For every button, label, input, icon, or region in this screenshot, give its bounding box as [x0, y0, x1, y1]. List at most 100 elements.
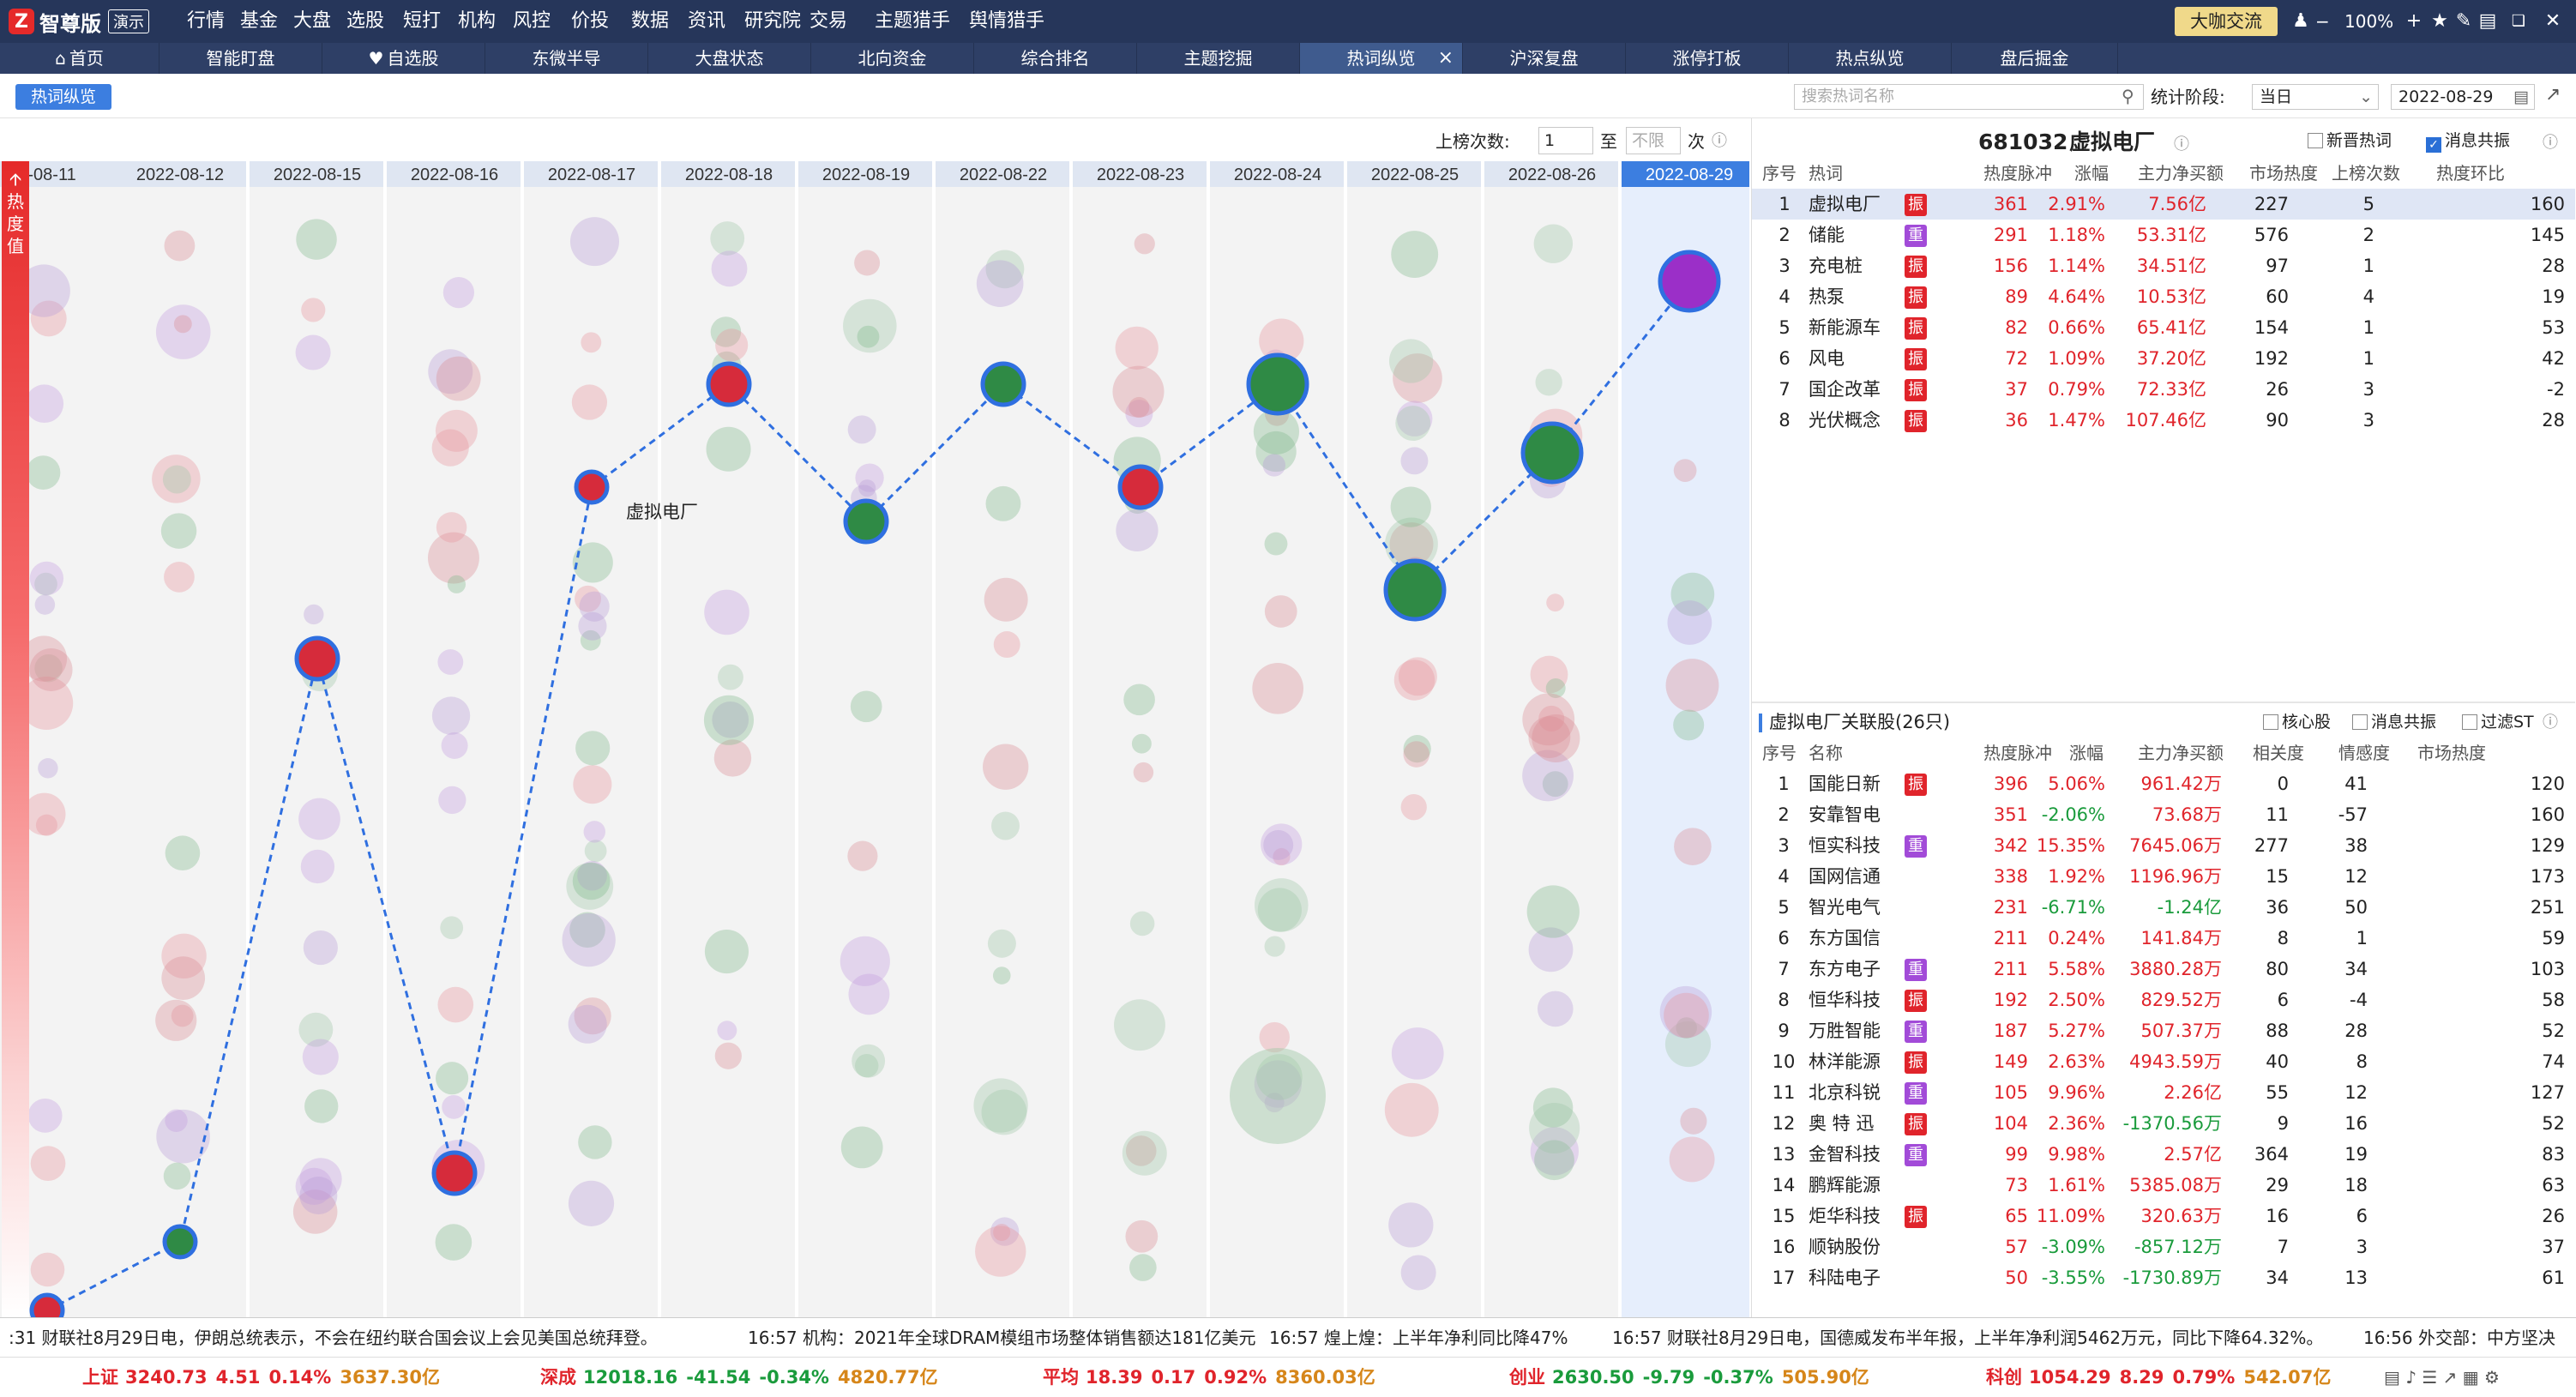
hotword-bubble[interactable] [292, 1189, 338, 1234]
hotword-bubble[interactable] [1264, 1093, 1285, 1113]
hotword-bubble[interactable] [981, 1089, 1027, 1135]
hotword-bubble[interactable] [1530, 1127, 1579, 1176]
hotword-bubble[interactable] [436, 1062, 469, 1095]
hotword-bubble[interactable] [1257, 888, 1302, 932]
column-header[interactable]: 序号 [1762, 163, 1797, 184]
hotword-row[interactable]: 7 国企改革 振 37 0.79% 72.33亿 26 3 -2 [1752, 374, 2575, 405]
hotword-bubble[interactable] [1545, 678, 1566, 699]
hotword-bubble[interactable] [1665, 659, 1719, 713]
news-item[interactable]: 16:56 外交部：中方坚决 [2363, 1328, 2555, 1348]
hotword-bubble[interactable] [1264, 595, 1297, 628]
menu-item[interactable]: 研究院 [744, 10, 802, 32]
series-point[interactable] [1520, 421, 1584, 485]
hotword-bubble[interactable] [1391, 1027, 1444, 1080]
hotword-bubble[interactable] [162, 465, 191, 494]
hotword-bubble[interactable] [1114, 999, 1165, 1051]
hotword-bubble[interactable] [715, 328, 749, 362]
column-header[interactable]: 涨幅 [2074, 163, 2109, 184]
related-stock-row[interactable]: 10 林洋能源 振 149 2.63% 4943.59万 40 8 74 [1752, 1046, 2575, 1077]
hotword-bubble[interactable] [1273, 847, 1291, 866]
tab-11[interactable]: 热点纵览 [1789, 43, 1952, 74]
close-icon[interactable]: ✕ [2544, 10, 2561, 32]
hotword-bubble[interactable] [442, 1094, 466, 1119]
tab-6[interactable]: 综合排名 [974, 43, 1137, 74]
hotword-bubble[interactable] [431, 696, 471, 735]
index-quote[interactable]: 深成 12018.16 -41.54 -0.34% 4820.77亿 [540, 1358, 938, 1397]
hotword-bubble[interactable] [577, 860, 607, 891]
tab-9[interactable]: 沪深复盘 [1463, 43, 1626, 74]
hotword-bubble[interactable] [1259, 318, 1304, 364]
related-stock-row[interactable]: 13 金智科技 重 99 9.98% 2.57亿 364 19 83 [1752, 1139, 2575, 1170]
date-tick-label[interactable]: 2022-08-22 [960, 166, 1047, 184]
hotword-row[interactable]: 5 新能源车 振 82 0.66% 65.41亿 154 1 53 [1752, 312, 2575, 343]
hotword-bubble[interactable] [304, 1089, 339, 1123]
menu-item[interactable]: 主题猎手 [875, 10, 951, 32]
hotword-bubble[interactable] [299, 1177, 338, 1215]
hotword-bubble[interactable] [562, 912, 616, 967]
hotword-bubble[interactable] [850, 690, 882, 723]
date-tick-label[interactable]: 2022-08-15 [274, 166, 361, 184]
related-filter-checkbox[interactable]: 核心股 [2263, 710, 2331, 734]
series-point[interactable] [431, 1150, 478, 1196]
news-item[interactable]: :31 财联社8月29日电，伊朗总统表示，不会在纽约联合国会议上会见美国总统拜登… [9, 1328, 658, 1348]
hotword-bubble[interactable] [575, 585, 601, 612]
index-quote[interactable]: 创业 2630.50 -9.79 -0.37% 505.90亿 [1509, 1358, 1869, 1397]
hotword-bubble[interactable] [25, 384, 64, 424]
series-point[interactable] [843, 498, 889, 545]
hotword-bubble[interactable] [714, 1042, 742, 1069]
hotword-bubble[interactable] [1385, 517, 1438, 571]
hotword-row[interactable]: 4 热泵 振 89 4.64% 10.53亿 60 4 19 [1752, 281, 2575, 312]
hotword-bubble[interactable] [17, 264, 70, 317]
hotword-overview-pill[interactable]: 热词纵览 [15, 84, 112, 110]
hotword-bubble[interactable] [566, 863, 614, 910]
hotword-bubble[interactable] [1259, 1021, 1290, 1053]
news-resonance-checkbox[interactable]: ✓ 消息共振 [2426, 129, 2510, 153]
hotword-bubble[interactable] [704, 589, 749, 635]
hotword-bubble[interactable] [1403, 734, 1431, 763]
related-stock-row[interactable]: 12 奥 特 迅 振 104 2.36% -1370.56万 9 16 52 [1752, 1108, 2575, 1139]
hotword-bubble[interactable] [1542, 771, 1568, 798]
hotword-bubble[interactable] [29, 647, 73, 691]
series-point[interactable] [1117, 464, 1164, 510]
app-logo[interactable]: Z 智尊版 演示 [9, 7, 149, 36]
date-tick-label[interactable]: 2022-08-24 [1234, 166, 1321, 184]
hotword-bubble[interactable] [1122, 1130, 1167, 1176]
export-icon[interactable]: ↗ [2545, 84, 2561, 105]
hotword-bubble[interactable] [1254, 1060, 1302, 1108]
tab-0[interactable]: ⌂ 首页 [0, 43, 159, 74]
hotword-bubble[interactable] [20, 676, 74, 730]
hotword-bubble[interactable] [27, 1098, 63, 1133]
index-quote[interactable]: 科创 1054.29 8.29 0.79% 542.07亿 [1986, 1358, 2331, 1397]
hotword-bubble[interactable] [584, 840, 607, 863]
hotword-bubble[interactable] [1125, 1219, 1159, 1253]
related-stock-row[interactable]: 8 恒华科技 振 192 2.50% 829.52万 6 -4 58 [1752, 985, 2575, 1015]
hotword-bubble[interactable] [840, 936, 890, 986]
date-tick-label[interactable]: 2022-08-16 [411, 166, 498, 184]
hotword-bubble[interactable] [30, 1146, 66, 1181]
hotword-bubble[interactable] [568, 1180, 615, 1226]
hotword-bubble[interactable] [161, 933, 207, 979]
hotword-bubble[interactable] [156, 1109, 210, 1164]
tab-4[interactable]: 大盘状态 [648, 43, 811, 74]
hotword-bubble[interactable] [1400, 794, 1427, 821]
tab-12[interactable]: 盘后掘金 [1952, 43, 2118, 74]
hotword-bubble[interactable] [1395, 406, 1431, 442]
hotword-bubble[interactable] [435, 1224, 472, 1261]
hotword-bubble[interactable] [427, 532, 479, 584]
hotword-bubble[interactable] [858, 479, 876, 497]
menu-item[interactable]: 风控 [513, 10, 551, 32]
date-tick-label[interactable]: 2022-08-17 [548, 166, 635, 184]
hotword-bubble-chart[interactable]: 2-08-11 2022-08-12 2022-08-15 2022-08-16 202… [0, 161, 1749, 1317]
hotword-bubble[interactable] [34, 653, 63, 683]
hotword-bubble[interactable] [298, 798, 340, 840]
hotword-bubble[interactable] [990, 1217, 1020, 1246]
hotword-bubble[interactable] [1255, 878, 1309, 932]
series-point[interactable] [294, 635, 340, 682]
hotword-bubble[interactable] [29, 561, 64, 596]
zoom-minus-icon[interactable]: − [2315, 11, 2330, 32]
hotword-bubble[interactable] [1664, 992, 1709, 1039]
hotword-bubble[interactable] [441, 732, 468, 759]
hotword-bubble[interactable] [302, 1039, 339, 1075]
menu-item[interactable]: 短打 [403, 10, 442, 32]
hotword-bubble[interactable] [706, 426, 751, 472]
